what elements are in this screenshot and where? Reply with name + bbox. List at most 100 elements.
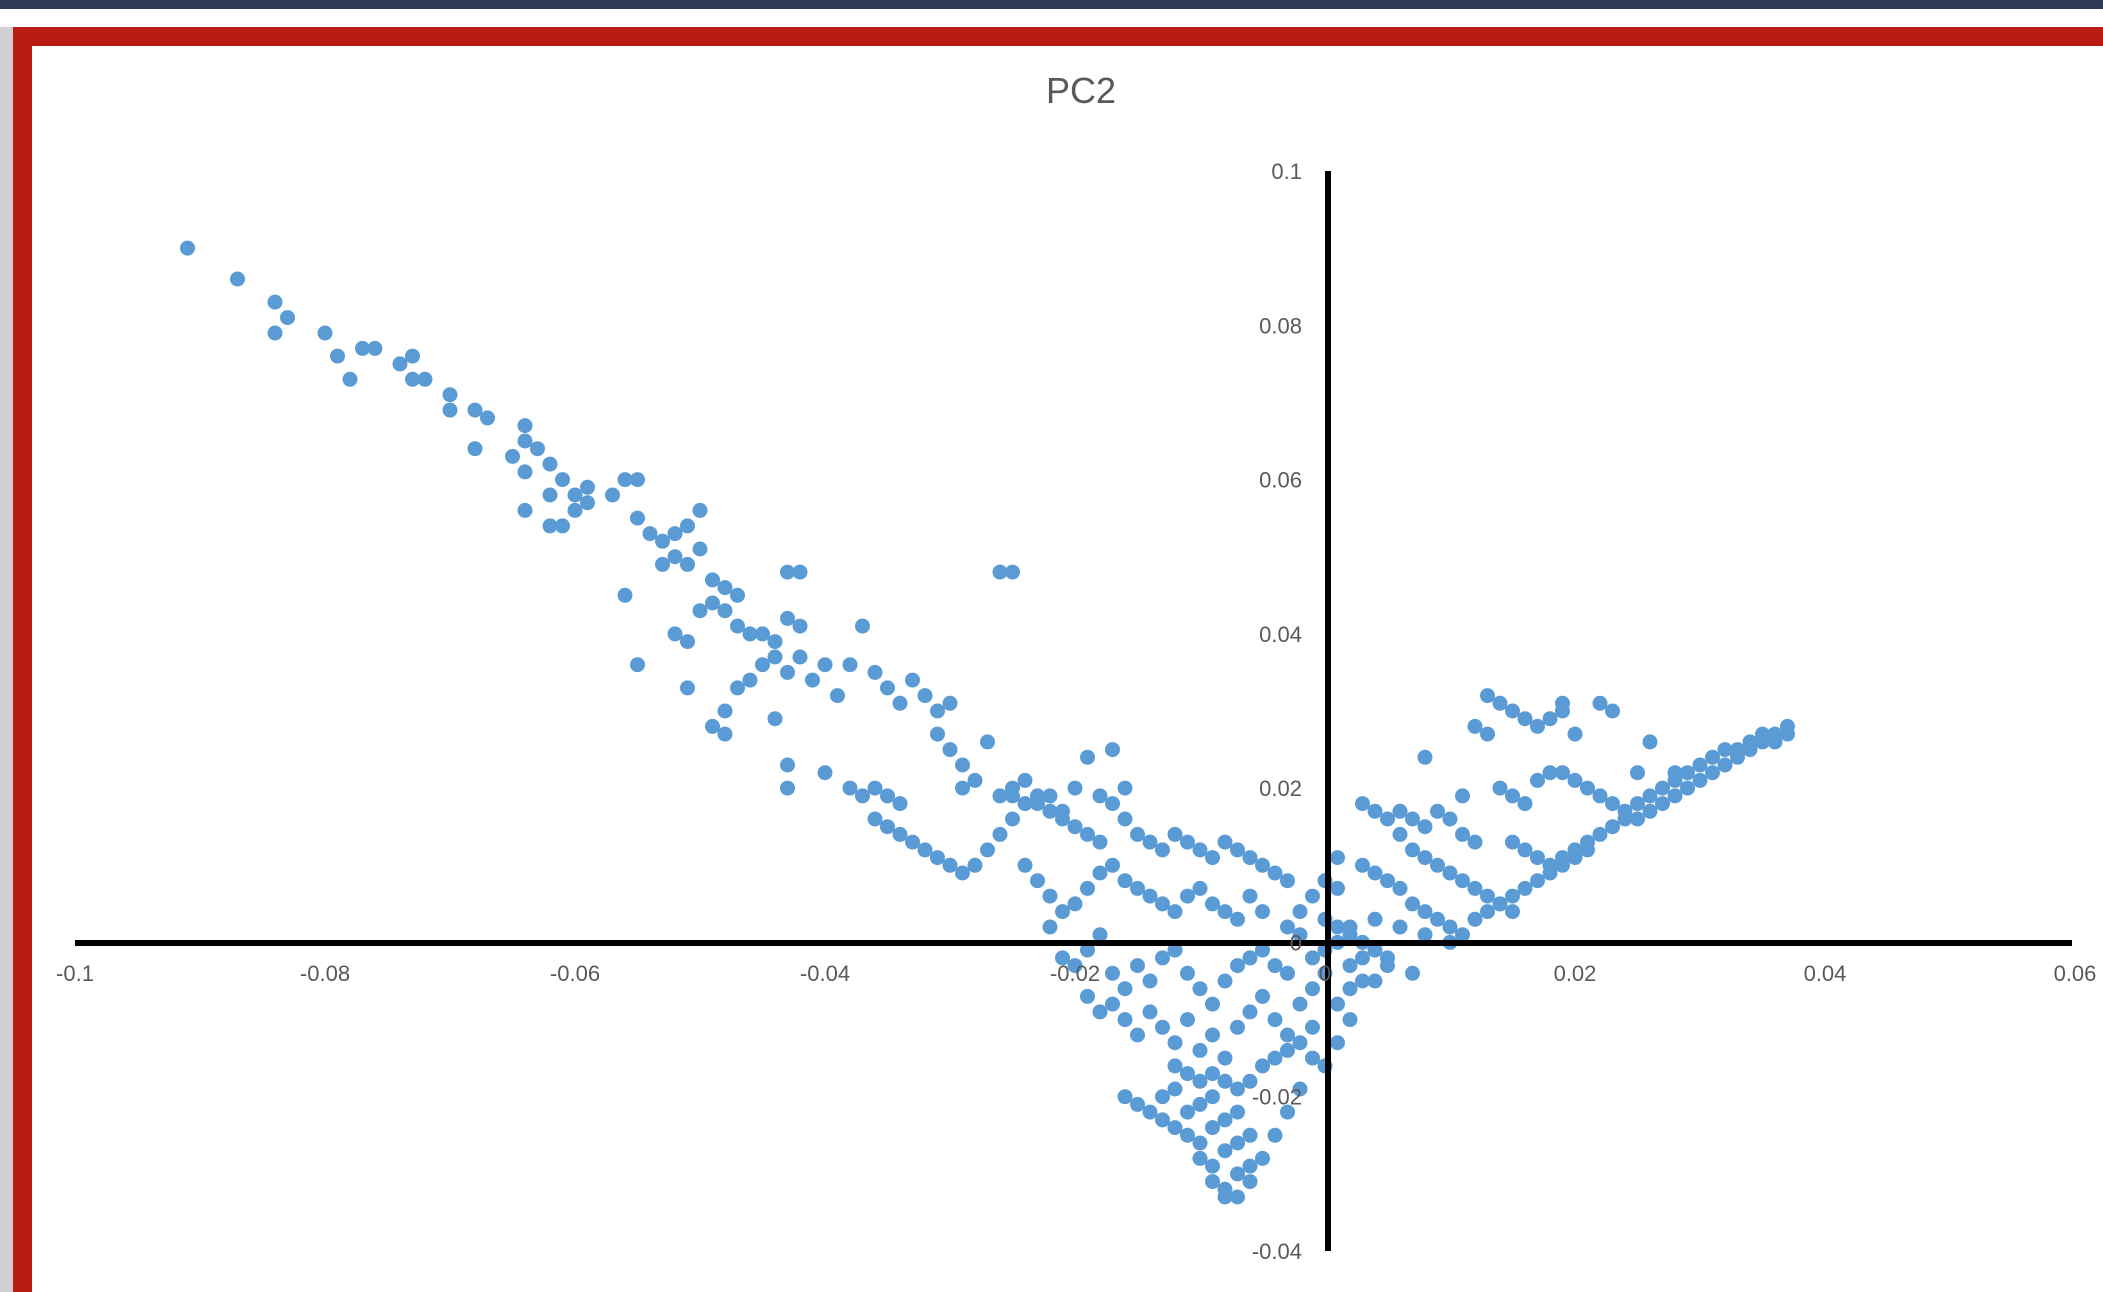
data-point [905,672,920,688]
data-point [1217,1189,1233,1205]
data-point [767,649,783,665]
data-point [1605,796,1620,812]
data-point [542,456,558,472]
data-point [717,603,733,619]
data-point [1417,749,1433,765]
data-point [1480,688,1495,704]
x-tick-labels: -0.1 -0.08 -0.06 -0.04 -0.02 0 0.02 0.04 0.06 [56,961,2096,986]
data-point [805,672,820,688]
data-point [1180,1104,1195,1120]
data-point [1467,880,1483,896]
data-point [1230,1189,1245,1205]
data-point [1117,873,1133,889]
data-point [1505,703,1520,719]
data-point [1130,1027,1145,1043]
data-point [1717,742,1733,758]
data-point [692,502,708,518]
data-point [1217,1050,1233,1066]
data-point [1467,834,1483,850]
data-point [880,819,895,835]
data-point [1467,718,1483,734]
data-point [1255,1150,1270,1166]
data-point [1080,942,1095,958]
data-point [405,371,420,387]
y-tick-label: 0.04 [1259,622,1302,647]
data-point [1767,734,1783,750]
data-point [1242,850,1258,866]
data-point [1255,942,1270,958]
data-point [1305,888,1320,904]
data-point [1330,919,1345,935]
data-point [692,541,708,557]
data-point [567,502,583,518]
data-point [667,626,683,642]
data-point [780,780,795,796]
data-point [1717,757,1733,773]
data-point [817,657,833,673]
data-point [1067,780,1083,796]
data-point [1430,857,1445,873]
data-point [1042,919,1058,935]
data-point [1442,811,1458,827]
data-point [1730,749,1745,765]
data-point [680,634,695,650]
data-point [1305,1019,1320,1035]
data-point [1155,896,1170,912]
data-point [517,418,533,434]
data-point [655,533,670,549]
data-point [917,688,933,704]
data-point [1642,734,1658,750]
data-point [1517,842,1533,858]
data-point [580,479,595,495]
y-tick-label: -0.04 [1252,1239,1302,1264]
data-point [467,402,483,418]
data-point [1392,826,1408,842]
data-point [405,348,420,364]
data-point [642,526,658,542]
data-point [1205,1120,1220,1136]
data-point [530,441,545,457]
data-point [342,371,358,387]
data-point [1267,1012,1283,1028]
data-point [1167,904,1183,920]
data-point [1142,888,1158,904]
data-point [1217,973,1233,989]
data-point [730,680,745,696]
data-point [692,603,708,619]
data-point [1342,981,1358,997]
frame-border-left [13,27,32,1292]
data-point [655,556,670,572]
data-point [1205,1158,1220,1174]
y-tick-labels: 0.1 0.08 0.06 0.04 0.02 0 -0.02 -0.04 [1252,159,1302,1264]
data-point [442,387,458,403]
data-point [1192,842,1208,858]
data-point [1755,734,1770,750]
data-point [792,564,808,580]
data-point [1480,726,1495,742]
data-point [1642,788,1658,804]
data-point [992,826,1008,842]
data-point [1080,826,1095,842]
data-point [1630,811,1645,827]
data-point [1255,1058,1270,1074]
data-point [1442,865,1458,881]
data-point [1242,1127,1258,1143]
data-point [1142,834,1158,850]
data-point [1592,695,1608,711]
data-point [1230,1081,1245,1097]
data-point [705,595,720,611]
data-point [1555,765,1570,781]
data-point [280,310,295,326]
data-point [942,695,958,711]
data-point [1230,842,1245,858]
chart-title: PC2 [1046,70,1116,111]
data-point [1580,780,1595,796]
data-point [705,572,720,588]
data-point [1192,1096,1208,1112]
data-point [1567,726,1583,742]
data-point [1180,834,1195,850]
data-point [1217,1143,1233,1159]
data-point [992,564,1008,580]
data-point [517,433,533,449]
x-tick-label: 0.02 [1554,961,1597,986]
